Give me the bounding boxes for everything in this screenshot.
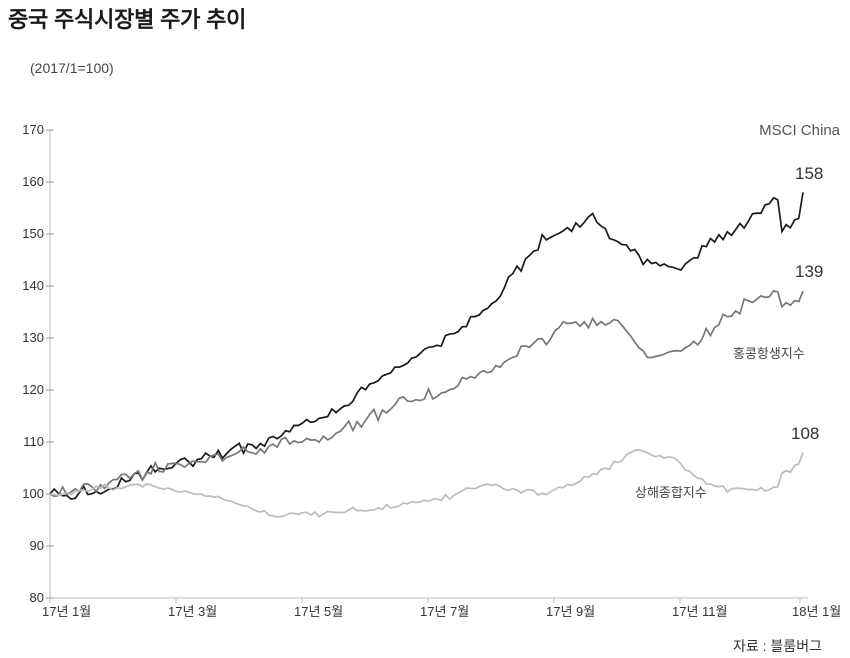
svg-text:MSCI China: MSCI China: [759, 122, 841, 139]
svg-text:상해종합지수: 상해종합지수: [635, 485, 707, 500]
svg-text:108: 108: [791, 424, 819, 443]
svg-text:90: 90: [30, 538, 44, 553]
svg-text:140: 140: [22, 278, 44, 293]
svg-text:17년 11월: 17년 11월: [672, 604, 728, 619]
svg-text:17년 3월: 17년 3월: [168, 604, 217, 619]
svg-text:18년 1월: 18년 1월: [792, 604, 841, 619]
svg-text:150: 150: [22, 226, 44, 241]
svg-text:홍콩항생지수: 홍콩항생지수: [733, 346, 805, 361]
svg-text:170: 170: [22, 122, 44, 137]
svg-text:158: 158: [795, 164, 823, 183]
svg-text:120: 120: [22, 382, 44, 397]
svg-text:160: 160: [22, 174, 44, 189]
svg-text:130: 130: [22, 330, 44, 345]
svg-text:17년 1월: 17년 1월: [42, 604, 91, 619]
svg-text:17년 5월: 17년 5월: [294, 604, 343, 619]
svg-text:17년 7월: 17년 7월: [420, 604, 469, 619]
svg-text:139: 139: [795, 262, 823, 281]
svg-text:100: 100: [22, 486, 44, 501]
svg-text:17년 9월: 17년 9월: [546, 604, 595, 619]
svg-text:110: 110: [23, 434, 44, 449]
svg-text:80: 80: [30, 590, 44, 605]
